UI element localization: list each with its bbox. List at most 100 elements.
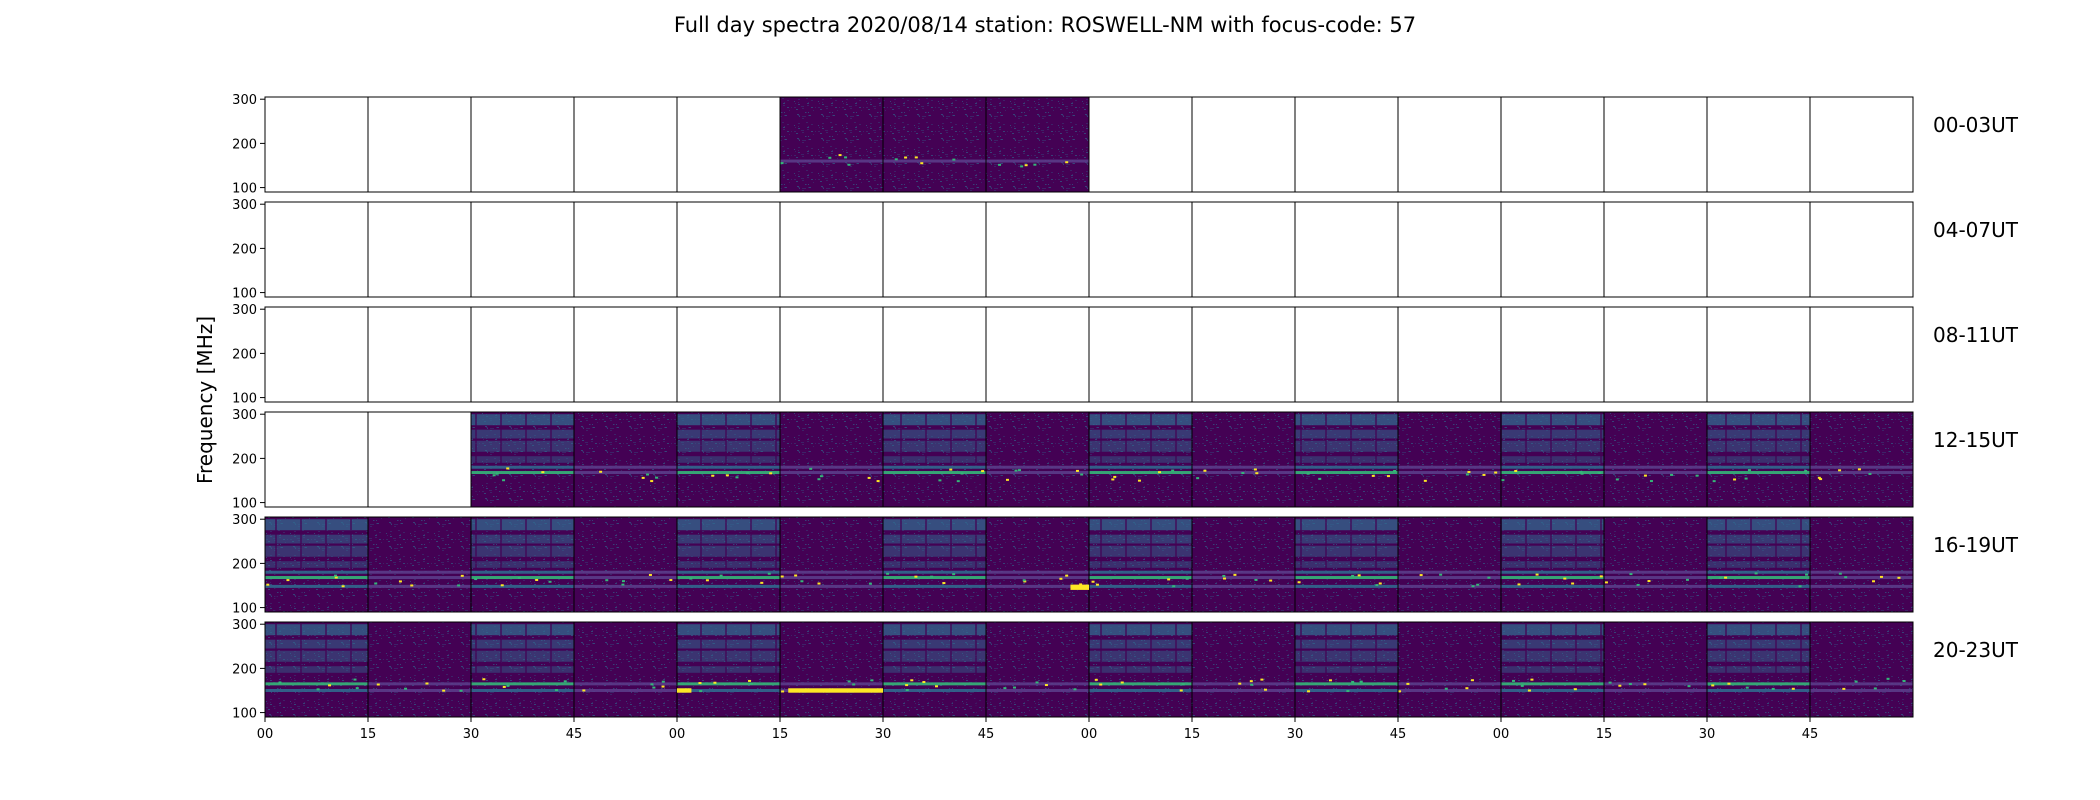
- spectrogram-panel: [470, 621, 575, 718]
- spectral-line: [471, 570, 574, 574]
- signal-spike: [641, 476, 645, 479]
- spectrogram-panel: [1500, 621, 1605, 718]
- spectral-line: [1810, 682, 1913, 686]
- signal-spike: [1470, 679, 1474, 682]
- spectral-line: [1810, 688, 1913, 692]
- row-04-07UT: 04-07UT 100 200 300: [232, 198, 2019, 301]
- spectrogram-panel: [573, 621, 678, 718]
- signal-spike: [1306, 472, 1310, 475]
- signal-spike: [1719, 576, 1723, 579]
- signal-spike: [1844, 576, 1848, 579]
- spectral-line: [471, 465, 574, 469]
- signal-spike: [1233, 573, 1237, 576]
- signal-spike: [1022, 579, 1026, 582]
- signal-spike: [817, 582, 821, 585]
- spectral-line: [1089, 688, 1192, 692]
- signal-spike: [748, 679, 752, 682]
- signal-spike: [425, 682, 429, 685]
- spectral-line: [1192, 576, 1295, 580]
- signal-spike: [1181, 683, 1185, 686]
- signal-spike: [769, 472, 773, 475]
- spectrogram-panel: [676, 306, 781, 403]
- spectral-line: [1501, 576, 1604, 580]
- spectrogram-panel: [264, 621, 369, 718]
- panel-frame: [1809, 306, 1914, 403]
- signal-spike: [1005, 478, 1009, 481]
- spectrogram-panel: [1191, 516, 1296, 613]
- y-tick-label: 200: [232, 557, 257, 572]
- signal-spike: [506, 684, 510, 687]
- spectrogram-panel: [573, 516, 678, 613]
- signal-spike: [1520, 684, 1524, 687]
- spectral-line: [883, 576, 986, 580]
- spectral-line: [780, 471, 883, 475]
- row-label: 00-03UT: [1933, 113, 2019, 137]
- spectrogram-panel: [1706, 201, 1811, 298]
- signal-spike: [905, 689, 909, 692]
- signal-spike: [699, 690, 703, 693]
- signal-spike: [278, 681, 282, 684]
- spectrogram-panel: [1603, 201, 1708, 298]
- signal-spike: [852, 683, 856, 686]
- spectrogram-panel: [1397, 201, 1502, 298]
- signal-spike: [1378, 582, 1382, 585]
- spectrogram-panel: [985, 621, 1090, 718]
- spectrogram-panel: [367, 201, 472, 298]
- signal-spike: [1111, 478, 1115, 481]
- panel-rows: 00-03UT 100 200 300 04-07UT 100 200 300 08-11UT 1…: [232, 93, 2019, 721]
- spectral-line: [1089, 576, 1192, 580]
- signal-spike: [1073, 688, 1077, 691]
- signal-spike: [1733, 478, 1737, 481]
- spectrogram-panel: [1397, 306, 1502, 403]
- x-axis-ticks: 00 15 30 45 00 15 30 45 00 15 30 45 00 15 30 45: [257, 717, 1818, 742]
- row-label: 12-15UT: [1933, 428, 2019, 452]
- signal-spike: [1685, 578, 1689, 581]
- signal-spike: [767, 572, 771, 575]
- signal-spike: [847, 680, 851, 683]
- signal-spike: [1647, 580, 1651, 583]
- signal-spike: [719, 574, 723, 577]
- spectral-line: [1089, 570, 1192, 574]
- signal-spike: [1868, 472, 1872, 475]
- spectral-line: [1089, 465, 1192, 469]
- spectral-line: [883, 471, 986, 475]
- y-tick-label: 300: [232, 618, 257, 633]
- signal-spike: [1649, 480, 1653, 483]
- signal-spike: [998, 163, 1002, 166]
- signal-spike: [1297, 581, 1301, 584]
- spectrogram-panel: [367, 516, 472, 613]
- spectrogram-panel: [1191, 621, 1296, 718]
- signal-spike: [334, 574, 338, 577]
- spectrogram-panel: [676, 96, 781, 193]
- intense-burst: [1070, 584, 1089, 590]
- spectral-line: [368, 682, 471, 686]
- signal-spike: [1357, 574, 1361, 577]
- spectrogram-panel: [1500, 411, 1605, 508]
- spectral-line: [1501, 570, 1604, 574]
- spectral-line: [1192, 688, 1295, 692]
- signal-spike: [781, 690, 785, 693]
- signal-spike: [1897, 576, 1901, 579]
- spectrogram-panel: [1603, 96, 1708, 193]
- spectral-line: [1295, 465, 1398, 469]
- spectrogram-panel: [1706, 306, 1811, 403]
- signal-spike: [886, 572, 890, 575]
- signal-spike: [749, 682, 753, 685]
- spectrogram-panel: [264, 201, 369, 298]
- signal-spike: [1838, 469, 1842, 472]
- spectrogram-panel: [1603, 411, 1708, 508]
- signal-spike: [1253, 468, 1257, 471]
- spectral-line: [368, 576, 471, 580]
- spectrogram-panel: [1397, 516, 1502, 613]
- spectrogram-panel: [882, 96, 987, 193]
- spectral-line: [265, 570, 368, 574]
- y-tick-label: 300: [232, 198, 257, 213]
- signal-spike: [1359, 680, 1363, 683]
- spectral-line: [677, 688, 780, 692]
- spectral-line: [1089, 584, 1192, 588]
- signal-spike: [582, 689, 586, 692]
- signal-spike: [1222, 574, 1226, 577]
- x-tick-label: 30: [463, 727, 480, 742]
- signal-spike: [1223, 577, 1227, 580]
- x-tick-label: 00: [1493, 727, 1510, 742]
